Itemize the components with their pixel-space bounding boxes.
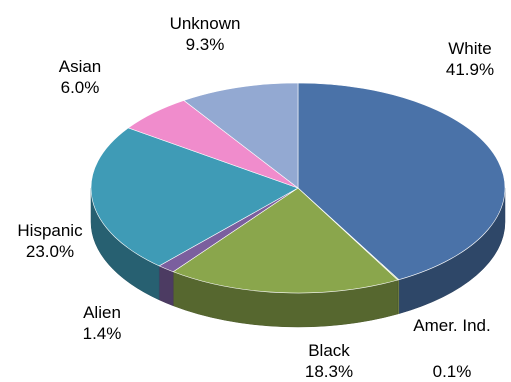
slice-label-unknown: Unknown 9.3% [155,13,255,55]
slice-label-amer-ind-value: 0.1% [432,362,472,381]
slice-label-asian-value: 6.0% [60,78,100,97]
pie-slice-hispanic [90,127,299,267]
slice-label-alien-value: 1.4% [82,324,122,343]
slice-label-white-value: 41.9% [445,60,495,79]
slice-label-alien: Alien 1.4% [62,302,142,344]
slice-label-amer-ind-name: Amer. Ind. [413,316,491,335]
pie-side-alien [158,265,174,307]
pie-slice-unknown [183,82,299,189]
slice-label-hispanic: Hispanic 23.0% [5,220,95,262]
slice-label-alien-name: Alien [83,303,121,322]
pie-slices [90,82,506,294]
slice-label-unknown-name: Unknown [169,14,241,33]
slice-label-unknown-value: 9.3% [185,35,225,54]
slice-label-hispanic-name: Hispanic [17,221,83,240]
slice-label-white: White 41.9% [430,38,510,80]
slice-label-hispanic-value: 23.0% [25,242,75,261]
slice-label-amer-ind-value-box: 0.1% [412,361,492,382]
slice-label-black-name: Black [308,341,350,360]
slice-label-asian-name: Asian [58,57,102,76]
slice-label-white-name: White [448,39,492,58]
slice-label-amer-ind: Amer. Ind. [412,315,492,336]
pie-slice-white [297,82,506,281]
pie-slice-black [172,187,399,294]
slice-label-black-value: 18.3% [304,362,354,381]
slice-label-black: Black 18.3% [289,340,369,382]
slice-label-asian: Asian 6.0% [40,56,120,98]
